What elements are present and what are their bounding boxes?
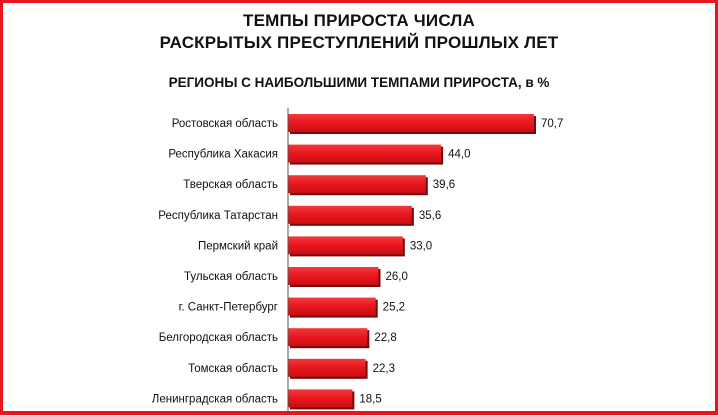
category-label: Тверская область (183, 179, 278, 191)
bar (288, 328, 368, 347)
bar (288, 389, 353, 408)
value-label: 70,7 (541, 118, 563, 130)
bar (288, 236, 403, 255)
chart-title-line2: РАСКРЫТЫХ ПРЕСТУПЛЕНИЙ ПРОШЛЫХ ЛЕТ (159, 33, 559, 52)
category-label: Тульская область (184, 271, 278, 283)
value-label: 18,5 (359, 393, 381, 405)
bar (288, 205, 412, 224)
value-label: 33,0 (410, 240, 432, 252)
category-label: Томская область (188, 363, 278, 375)
bar (288, 297, 376, 316)
category-label: Республика Татарстан (158, 210, 278, 222)
bar (288, 175, 426, 194)
bar (288, 144, 442, 163)
bar (288, 114, 534, 132)
category-label: Белгородская область (159, 332, 278, 344)
value-label: 44,0 (448, 149, 470, 161)
value-label: 25,2 (383, 302, 405, 314)
value-label: 39,6 (433, 179, 455, 191)
value-label: 35,6 (419, 210, 441, 222)
bar (288, 267, 379, 285)
category-label: Республика Хакасия (168, 149, 278, 161)
category-label: Ленинградская область (152, 393, 278, 405)
value-label: 22,3 (373, 363, 395, 375)
bars-group: Ростовская область 70,7 Республика Хакасия… (152, 114, 563, 410)
bar (288, 358, 366, 377)
value-label: 22,8 (374, 332, 396, 344)
chart-title-line1: ТЕМПЫ ПРИРОСТА ЧИСЛА (243, 11, 475, 30)
value-label: 26,0 (385, 271, 407, 283)
category-label: Пермский край (198, 240, 278, 252)
category-label: г. Санкт-Петербург (179, 302, 278, 314)
chart-subtitle: РЕГИОНЫ С НАИБОЛЬШИМИ ТЕМПАМИ ПРИРОСТА, … (168, 75, 550, 90)
category-label: Ростовская область (172, 118, 278, 130)
